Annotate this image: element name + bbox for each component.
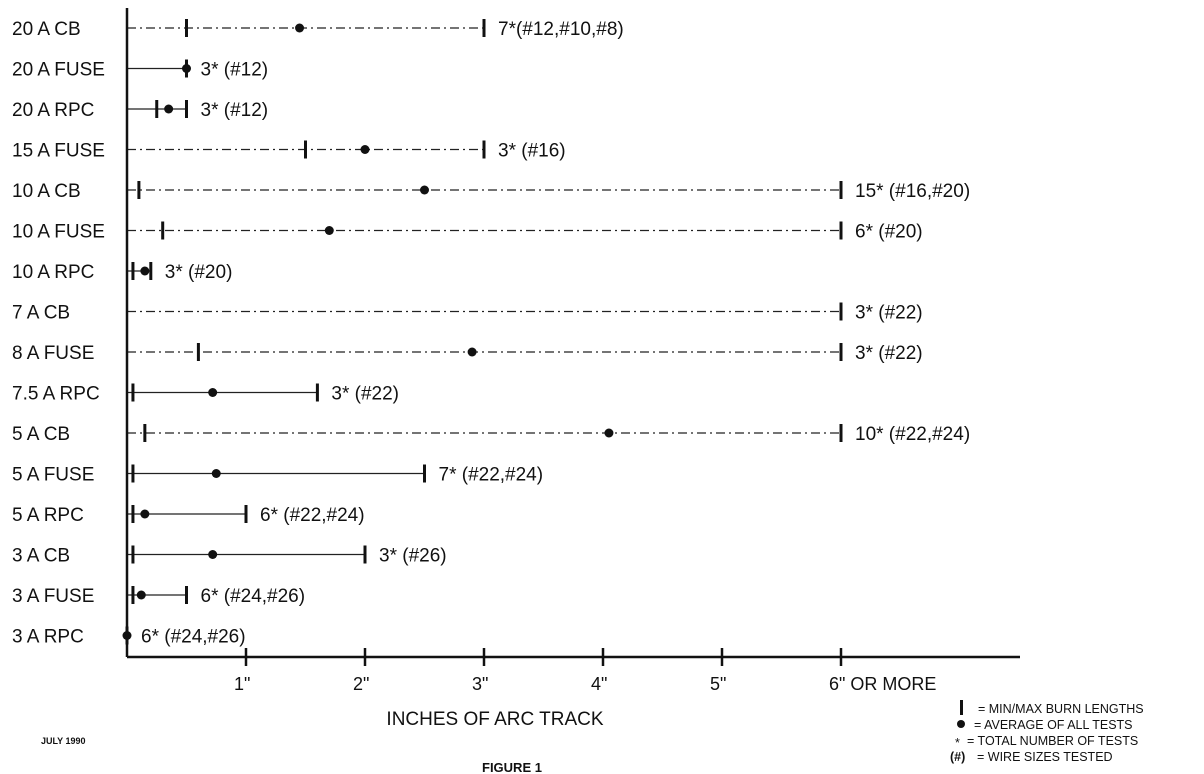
legend: = MIN/MAX BURN LENGTHS = AVERAGE OF ALL … bbox=[950, 700, 1144, 764]
test-count-annotation: 3* (#22) bbox=[855, 303, 923, 324]
min-marker bbox=[185, 19, 188, 37]
footer-figure: FIGURE 1 bbox=[482, 760, 542, 774]
category-label: 8 A FUSE bbox=[12, 343, 94, 364]
test-count-annotation: 3* (#12) bbox=[201, 60, 269, 81]
test-count-annotation: 7*(#12,#10,#8) bbox=[498, 19, 624, 40]
legend-star-icon: * bbox=[955, 736, 960, 750]
min-marker bbox=[131, 545, 135, 564]
legend-label-wire: = WIRE SIZES TESTED bbox=[977, 750, 1113, 764]
footer-date: JULY 1990 bbox=[41, 736, 86, 746]
average-dot bbox=[211, 469, 221, 478]
legend-label-total: = TOTAL NUMBER OF TESTS bbox=[967, 734, 1138, 748]
category-label: 7 A CB bbox=[12, 303, 70, 324]
legend-dot-icon bbox=[957, 720, 965, 728]
legend-paren-icon: (#) bbox=[950, 750, 965, 764]
test-count-annotation: 3* (#22) bbox=[331, 384, 399, 405]
min-marker bbox=[131, 505, 135, 523]
average-dot bbox=[420, 185, 429, 195]
min-marker bbox=[137, 181, 141, 199]
max-marker bbox=[363, 545, 367, 564]
legend-bar-icon bbox=[960, 700, 963, 715]
average-dot bbox=[208, 550, 218, 559]
x-axis-title: INCHES OF ARC TRACK bbox=[386, 709, 603, 730]
category-label: 10 A CB bbox=[12, 181, 81, 202]
test-count-annotation: 6* (#22,#24) bbox=[260, 505, 365, 526]
category-label: 5 A RPC bbox=[12, 505, 84, 526]
axes bbox=[125, 8, 1020, 659]
category-label: 3 A CB bbox=[12, 546, 70, 567]
x-tick-label: 4" bbox=[591, 674, 607, 694]
category-label: 5 A CB bbox=[12, 424, 70, 445]
average-dot bbox=[164, 104, 174, 114]
test-count-annotation: 3* (#16) bbox=[498, 141, 566, 162]
min-marker bbox=[304, 140, 307, 159]
category-label: 5 A FUSE bbox=[12, 465, 94, 486]
average-dot bbox=[182, 64, 191, 73]
average-dot bbox=[324, 226, 334, 235]
test-count-annotation: 3* (#22) bbox=[855, 343, 923, 364]
min-marker bbox=[155, 100, 159, 118]
category-label: 3 A RPC bbox=[12, 627, 84, 648]
average-dot bbox=[140, 509, 150, 519]
max-marker bbox=[839, 302, 843, 321]
test-count-annotation: 6* (#24,#26) bbox=[141, 627, 246, 648]
average-dot bbox=[467, 347, 477, 357]
average-dot bbox=[140, 266, 150, 276]
category-label: 20 A CB bbox=[12, 19, 81, 40]
category-labels: 20 A CB 20 A FUSE 20 A RPC 15 A FUSE 10 A CB… bbox=[12, 19, 105, 648]
min-marker bbox=[143, 424, 147, 442]
max-marker bbox=[149, 262, 153, 280]
average-dot bbox=[208, 388, 218, 397]
max-marker bbox=[839, 221, 843, 240]
category-label: 3 A FUSE bbox=[12, 586, 94, 607]
legend-label-minmax: = MIN/MAX BURN LENGTHS bbox=[978, 702, 1144, 716]
x-ticks: 1" 2" 3" 4" 5" 6" OR MORE bbox=[234, 648, 936, 694]
min-marker bbox=[131, 464, 135, 483]
max-marker bbox=[315, 383, 319, 402]
legend-label-average: = AVERAGE OF ALL TESTS bbox=[974, 718, 1133, 732]
x-tick-label: 2" bbox=[353, 674, 369, 694]
max-marker bbox=[423, 464, 426, 483]
test-count-annotation: 10* (#22,#24) bbox=[855, 424, 970, 445]
average-dot bbox=[604, 428, 614, 438]
x-tick-label: 6" OR MORE bbox=[829, 674, 936, 694]
category-label: 20 A RPC bbox=[12, 100, 94, 121]
average-dot bbox=[360, 145, 370, 154]
category-label: 20 A FUSE bbox=[12, 60, 105, 81]
min-marker bbox=[196, 343, 200, 361]
category-label: 10 A RPC bbox=[12, 262, 94, 283]
x-tick-label: 5" bbox=[710, 674, 726, 694]
min-marker bbox=[131, 262, 135, 280]
max-marker bbox=[185, 586, 188, 604]
test-count-annotation: 6* (#20) bbox=[855, 222, 923, 243]
test-count-annotation: 3* (#20) bbox=[165, 262, 233, 283]
min-marker bbox=[131, 586, 135, 604]
test-count-annotation: 15* (#16,#20) bbox=[855, 181, 970, 202]
max-marker bbox=[244, 505, 248, 523]
category-label: 15 A FUSE bbox=[12, 141, 105, 162]
max-marker bbox=[482, 19, 486, 37]
average-dot bbox=[295, 23, 305, 33]
x-tick-label: 3" bbox=[472, 674, 488, 694]
test-count-annotation: 7* (#22,#24) bbox=[439, 465, 544, 486]
max-marker bbox=[839, 343, 843, 361]
max-marker bbox=[482, 140, 486, 159]
average-dot bbox=[136, 590, 146, 600]
category-label: 7.5 A RPC bbox=[12, 384, 100, 405]
test-count-annotation: 6* (#24,#26) bbox=[201, 586, 306, 607]
x-tick-label: 1" bbox=[234, 674, 250, 694]
min-marker bbox=[161, 221, 165, 240]
max-marker bbox=[839, 424, 843, 442]
chart-rows: 7*(#12,#10,#8) 3* (#12) 3* (#12) 3* (#16) 15… bbox=[122, 19, 970, 648]
test-count-annotation: 3* (#26) bbox=[379, 546, 447, 567]
min-marker bbox=[131, 383, 135, 402]
max-marker bbox=[839, 181, 843, 199]
max-marker bbox=[185, 100, 188, 118]
test-count-annotation: 3* (#12) bbox=[201, 100, 269, 121]
category-label: 10 A FUSE bbox=[12, 222, 105, 243]
